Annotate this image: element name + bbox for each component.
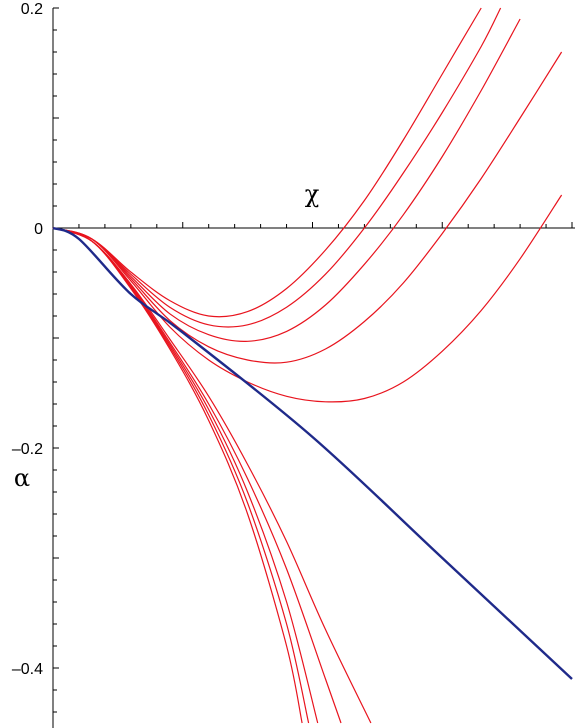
upper-branch-curve-4 bbox=[52, 51, 563, 364]
y-tick-labels: 0.2 0 –0.2 –0.4 bbox=[12, 1, 43, 678]
y-tick-label: –0.2 bbox=[12, 441, 43, 458]
lower-branch-curve-2 bbox=[52, 227, 310, 724]
x-axis-label: χ bbox=[305, 180, 320, 208]
y-tick-marks bbox=[53, 7, 59, 713]
lower-branch-curve-1 bbox=[52, 227, 303, 724]
axes bbox=[52, 7, 575, 728]
upper-branch-curve-5 bbox=[52, 194, 563, 403]
upper-branch-curve-2 bbox=[52, 7, 502, 328]
asymptote-group bbox=[52, 226, 573, 680]
y-tick-label: –0.4 bbox=[12, 661, 43, 678]
y-tick-label: 0.2 bbox=[21, 1, 43, 18]
lower-branch-curve-5 bbox=[52, 227, 372, 724]
curve-family bbox=[52, 7, 563, 724]
lower-branch-curve-4 bbox=[52, 227, 342, 724]
x-tick-marks bbox=[78, 222, 573, 228]
upper-branch-curve-1 bbox=[52, 7, 482, 318]
y-axis-label: α bbox=[14, 464, 30, 492]
lower-branch-curve-3 bbox=[52, 227, 319, 724]
asymptote-line bbox=[52, 226, 573, 680]
y-tick-label: 0 bbox=[34, 221, 43, 238]
upper-branch-curve-3 bbox=[52, 18, 521, 342]
